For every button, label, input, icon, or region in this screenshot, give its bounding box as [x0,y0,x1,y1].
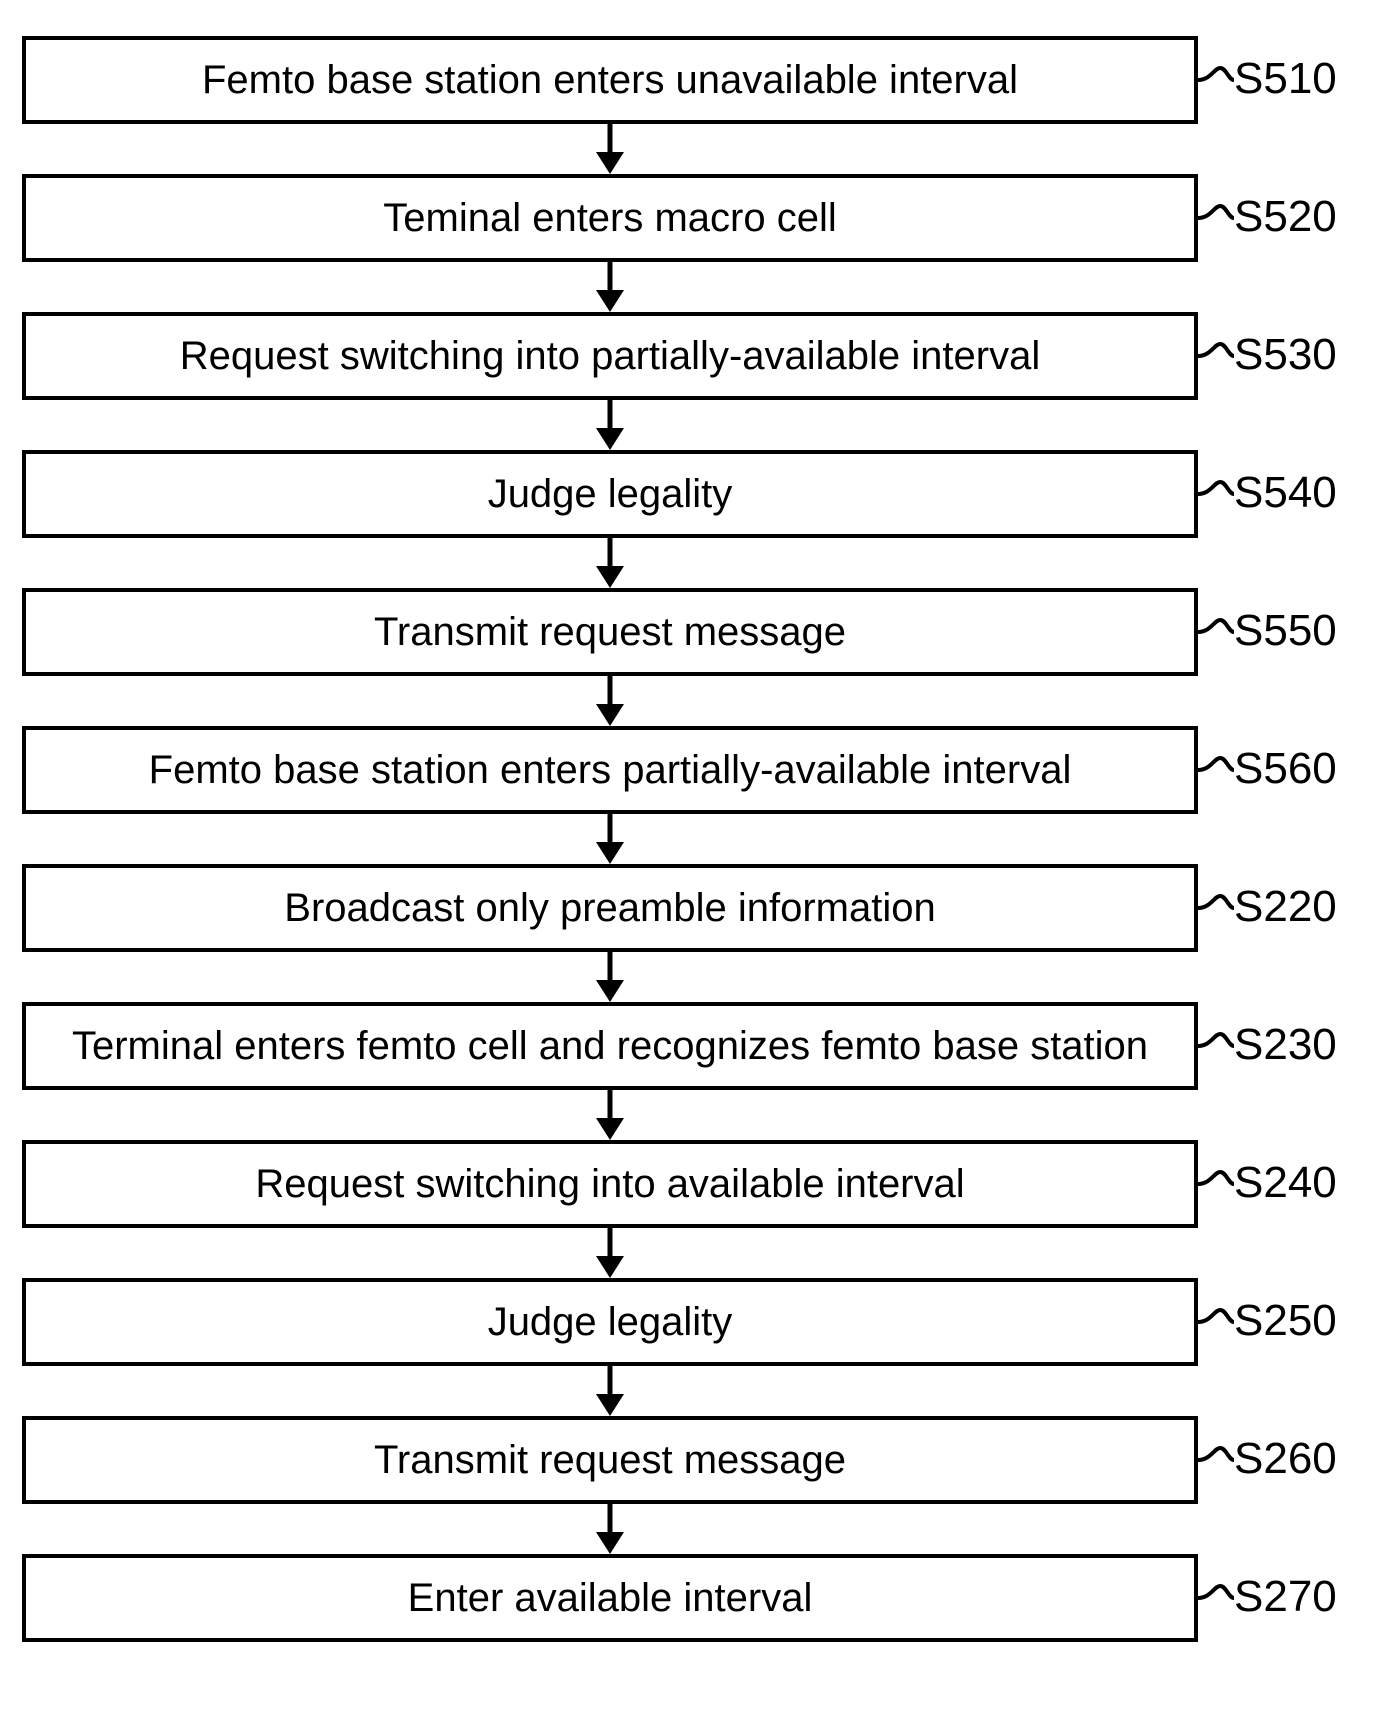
step-text-s560: Femto base station enters partially-avai… [149,748,1072,793]
arrow-s540-to-s550 [590,538,630,588]
arrow-s560-to-s220 [590,814,630,864]
step-label-s560: S560 [1234,744,1374,794]
step-box-s540: Judge legality [22,450,1198,538]
step-label-s540: S540 [1234,468,1374,518]
step-label-s240: S240 [1234,1158,1374,1208]
arrow-s240-to-s250 [590,1228,630,1278]
arrow-s530-to-s540 [590,400,630,450]
step-box-s560: Femto base station enters partially-avai… [22,726,1198,814]
step-label-s510: S510 [1234,54,1374,104]
label-connector-s530 [1198,340,1234,372]
step-text-s250: Judge legality [488,1300,733,1345]
step-box-s230: Terminal enters femto cell and recognize… [22,1002,1198,1090]
step-label-s520: S520 [1234,192,1374,242]
step-label-s260: S260 [1234,1434,1374,1484]
step-box-s260: Transmit request message [22,1416,1198,1504]
step-label-s270: S270 [1234,1572,1374,1622]
step-label-s530: S530 [1234,330,1374,380]
step-text-s550: Transmit request message [374,610,846,655]
label-connector-s540 [1198,478,1234,510]
arrow-s220-to-s230 [590,952,630,1002]
label-connector-s560 [1198,754,1234,786]
arrow-s260-to-s270 [590,1504,630,1554]
arrow-s520-to-s530 [590,262,630,312]
step-box-s220: Broadcast only preamble information [22,864,1198,952]
arrow-s550-to-s560 [590,676,630,726]
arrow-s510-to-s520 [590,124,630,174]
step-box-s240: Request switching into available interva… [22,1140,1198,1228]
step-text-s260: Transmit request message [374,1438,846,1483]
step-label-s230: S230 [1234,1020,1374,1070]
step-text-s520: Teminal enters macro cell [383,196,837,241]
step-text-s530: Request switching into partially-availab… [180,334,1040,379]
label-connector-s220 [1198,892,1234,924]
label-connector-s520 [1198,202,1234,234]
arrow-s250-to-s260 [590,1366,630,1416]
label-connector-s230 [1198,1030,1234,1062]
step-box-s520: Teminal enters macro cell [22,174,1198,262]
step-box-s510: Femto base station enters unavailable in… [22,36,1198,124]
label-connector-s240 [1198,1168,1234,1200]
step-box-s250: Judge legality [22,1278,1198,1366]
step-box-s530: Request switching into partially-availab… [22,312,1198,400]
step-text-s240: Request switching into available interva… [255,1162,964,1207]
step-text-s230: Terminal enters femto cell and recognize… [72,1024,1148,1069]
arrow-s230-to-s240 [590,1090,630,1140]
step-text-s540: Judge legality [488,472,733,517]
step-box-s550: Transmit request message [22,588,1198,676]
label-connector-s260 [1198,1444,1234,1476]
flowchart-canvas: Femto base station enters unavailable in… [0,0,1379,1725]
label-connector-s510 [1198,64,1234,96]
step-label-s250: S250 [1234,1296,1374,1346]
label-connector-s550 [1198,616,1234,648]
step-label-s550: S550 [1234,606,1374,656]
step-label-s220: S220 [1234,882,1374,932]
label-connector-s270 [1198,1582,1234,1614]
label-connector-s250 [1198,1306,1234,1338]
step-box-s270: Enter available interval [22,1554,1198,1642]
step-text-s270: Enter available interval [408,1576,813,1621]
step-text-s510: Femto base station enters unavailable in… [202,58,1018,103]
step-text-s220: Broadcast only preamble information [284,886,935,931]
